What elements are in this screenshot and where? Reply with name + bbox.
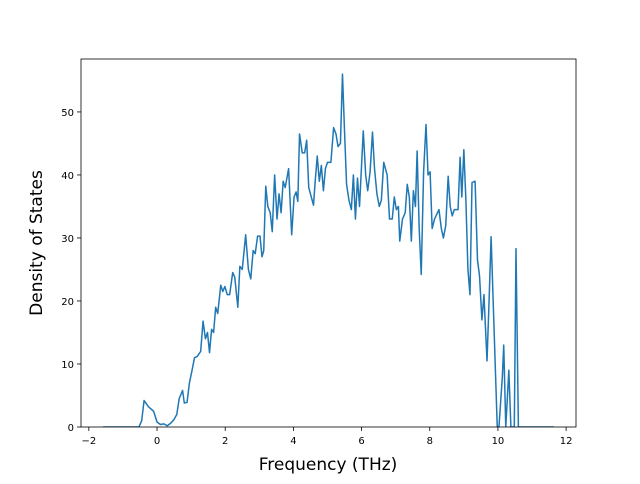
x-tick-label: 6 [358, 436, 364, 447]
x-tick-label: 10 [492, 436, 505, 447]
x-tick-label: 2 [222, 436, 228, 447]
y-tick-label: 40 [61, 171, 74, 182]
y-tick-label: 10 [61, 360, 74, 371]
y-tick-label: 30 [61, 234, 74, 245]
line [103, 73, 554, 427]
x-tick-label: 12 [560, 436, 573, 447]
y-tick-label: 20 [61, 297, 74, 308]
x-axis-label: Frequency (THz) [259, 455, 398, 475]
y-tick-label: 50 [61, 108, 74, 119]
plot-frame [80, 58, 577, 428]
x-tick-label: 0 [154, 436, 160, 447]
y-axis-label: Density of States [27, 170, 47, 316]
x-tick-label: 8 [427, 436, 433, 447]
x-tick-label: −2 [81, 436, 96, 447]
y-tick-label: 0 [68, 423, 74, 434]
x-tick-label: 4 [290, 436, 296, 447]
